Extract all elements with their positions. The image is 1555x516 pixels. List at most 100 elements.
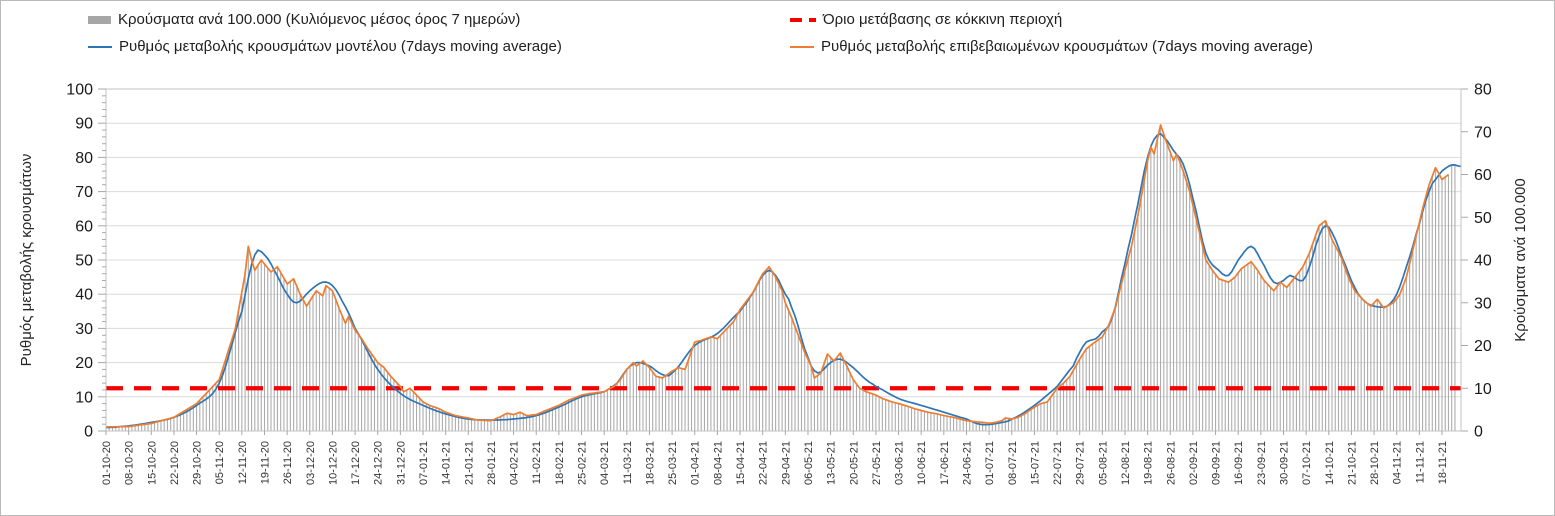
x-tick-label: 10-06-21 (916, 441, 928, 485)
right-tick-label: 20 (1474, 338, 1492, 355)
axes-and-ticks: 0 10 20 30 40 50 60 70 80 90 100 0 10 20 30 40 50 60 70 80 0… (66, 82, 1492, 486)
x-tick-label: 18-02-21 (554, 441, 566, 485)
x-tick-label: 13-05-21 (826, 441, 838, 485)
legend-label-cases-bars: Κρούσματα ανά 100.000 (Κυλιόμενος μέσος … (118, 11, 521, 28)
x-tick-label: 29-04-21 (780, 441, 792, 485)
x-tick-label: 29-07-21 (1075, 441, 1087, 485)
x-tick-label: 11-02-21 (531, 441, 543, 484)
x-tick-label: 27-05-21 (871, 441, 883, 485)
gray-bar-swatch-icon (88, 16, 111, 24)
right-tick-label: 50 (1474, 210, 1492, 227)
x-tick-label: 07-01-21 (418, 441, 430, 485)
left-tick-label: 90 (75, 116, 93, 133)
x-tick-label: 26-08-21 (1165, 441, 1177, 485)
left-axis-title: Ρυθμός μεταβολής κρουσμάτων (18, 154, 35, 367)
x-tick-label: 16-09-21 (1233, 441, 1245, 485)
x-tick-label: 01-07-21 (984, 441, 996, 485)
x-tick-label: 25-03-21 (667, 441, 679, 485)
x-tick-label: 06-05-21 (803, 441, 815, 485)
x-tick-label: 24-12-20 (373, 441, 385, 485)
x-tick-label: 22-07-21 (1052, 441, 1064, 485)
left-tick-label: 10 (75, 389, 93, 406)
left-tick-label: 30 (75, 321, 93, 338)
x-tick-label: 10-12-20 (327, 441, 339, 485)
legend-item-cases-bars: Κρούσματα ανά 100.000 (Κυλιόμενος μέσος … (88, 11, 520, 29)
x-tick-label: 26-11-20 (282, 441, 294, 484)
left-tick-label: 60 (75, 218, 93, 235)
x-tick-label: 17-12-20 (350, 441, 362, 485)
x-tick-label: 01-10-20 (101, 441, 113, 485)
x-tick-label: 29-10-20 (192, 441, 204, 485)
x-tick-label: 23-09-21 (1256, 441, 1268, 485)
orange-line-swatch-icon (790, 46, 814, 48)
x-tick-label: 19-11-20 (260, 441, 272, 484)
x-tick-label: 15-04-21 (735, 441, 747, 485)
blue-line-swatch-icon (88, 46, 112, 48)
x-tick-label: 07-10-21 (1301, 441, 1313, 485)
left-tick-label: 100 (66, 82, 93, 99)
x-tick-label: 09-09-21 (1211, 441, 1223, 485)
x-tick-label: 24-06-21 (962, 441, 974, 485)
x-tick-label: 22-04-21 (758, 441, 770, 485)
x-tick-label: 19-08-21 (1143, 441, 1155, 485)
right-tick-label: 0 (1474, 424, 1483, 441)
red-dashed-swatch-icon (790, 17, 816, 23)
x-tick-label: 14-10-21 (1324, 441, 1336, 485)
x-tick-label: 08-10-20 (124, 441, 136, 485)
legend-label-model-rate: Ρυθμός μεταβολής κρουσμάτων μοντέλου (7d… (119, 38, 562, 55)
cases-bars-series (105, 124, 1456, 431)
left-tick-label: 20 (75, 355, 93, 372)
right-tick-label: 80 (1474, 82, 1492, 99)
x-tick-label: 18-03-21 (645, 441, 657, 485)
x-tick-label: 04-11-21 (1392, 441, 1404, 484)
x-tick-label: 15-10-20 (146, 441, 158, 485)
legend-item-threshold: Όριο μετάβασης σε κόκκινη περιοχή (790, 11, 1062, 29)
x-tick-label: 03-06-21 (894, 441, 906, 485)
x-tick-label: 18-11-21 (1437, 441, 1449, 484)
legend-item-confirmed-rate: Ρυθμός μεταβολής επιβεβαιωμένων κρουσμάτ… (790, 38, 1313, 56)
x-tick-label: 04-02-21 (509, 441, 521, 485)
left-tick-label: 50 (75, 253, 93, 270)
x-tick-label: 28-10-21 (1369, 441, 1381, 485)
x-tick-label: 28-01-21 (486, 441, 498, 485)
right-axis-title: Κρούσματα ανά 100.000 (1512, 178, 1529, 341)
left-tick-label: 40 (75, 287, 93, 304)
left-tick-label: 80 (75, 150, 93, 167)
x-tick-label: 08-07-21 (1007, 441, 1019, 485)
x-tick-label: 25-02-21 (577, 441, 589, 485)
x-tick-label: 20-05-21 (848, 441, 860, 485)
legend-label-threshold: Όριο μετάβασης σε κόκκινη περιοχή (823, 11, 1063, 28)
x-tick-label: 01-04-21 (690, 441, 702, 485)
x-tick-label: 05-11-20 (214, 441, 226, 484)
x-tick-label: 12-11-20 (237, 441, 249, 484)
right-tick-label: 30 (1474, 295, 1492, 312)
right-tick-label: 70 (1474, 124, 1492, 141)
x-tick-label: 05-08-21 (1097, 441, 1109, 485)
x-tick-label: 31-12-20 (395, 441, 407, 485)
model-rate-line (105, 132, 1462, 429)
x-tick-label: 21-10-21 (1346, 441, 1358, 485)
right-tick-label: 40 (1474, 253, 1492, 270)
x-tick-label: 15-07-21 (1029, 441, 1041, 485)
legend-item-model-rate: Ρυθμός μεταβολής κρουσμάτων μοντέλου (7d… (88, 38, 562, 56)
legend-label-confirmed-rate: Ρυθμός μεταβολής επιβεβαιωμένων κρουσμάτ… (821, 38, 1313, 55)
x-tick-label: 02-09-21 (1188, 441, 1200, 485)
x-tick-label: 04-03-21 (599, 441, 611, 485)
x-tick-label: 08-04-21 (712, 441, 724, 485)
x-tick-label: 22-10-20 (169, 441, 181, 485)
x-tick-label: 03-12-20 (305, 441, 317, 485)
x-tick-label: 21-01-21 (463, 441, 475, 485)
x-tick-label: 17-06-21 (939, 441, 951, 485)
x-tick-label: 11-03-21 (622, 441, 634, 484)
x-tick-label: 11-11-21 (1414, 441, 1426, 483)
rate-lines (105, 124, 1462, 429)
x-tick-label: 30-09-21 (1279, 441, 1291, 485)
right-tick-label: 60 (1474, 167, 1492, 184)
right-tick-label: 10 (1474, 381, 1492, 398)
left-tick-label: 0 (84, 424, 93, 441)
x-tick-label: 14-01-21 (441, 441, 453, 485)
confirmed-rate-line (105, 124, 1450, 428)
x-tick-label: 12-08-21 (1120, 441, 1132, 485)
